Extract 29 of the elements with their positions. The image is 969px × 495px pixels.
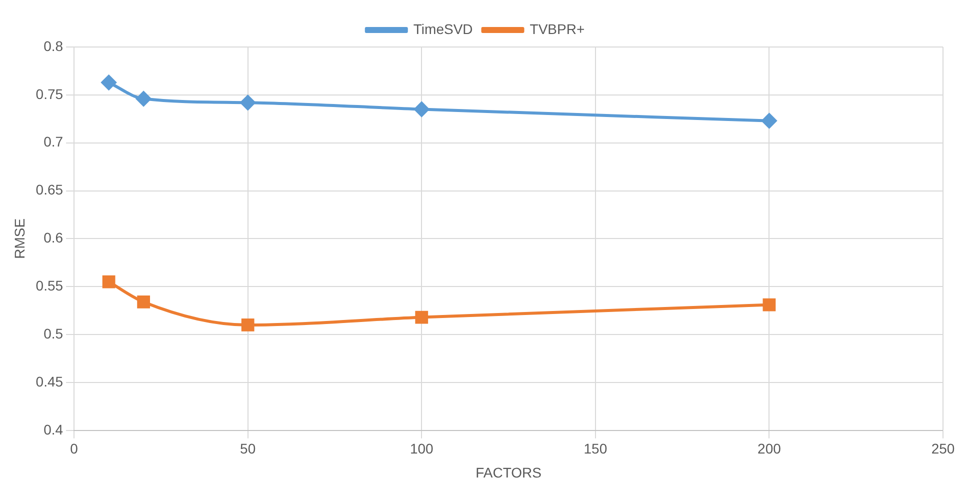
point (137, 296, 150, 308)
y-tick-label: 0.45 (36, 373, 64, 390)
point (101, 74, 116, 90)
y-tick-label: 0.65 (36, 182, 64, 198)
legend-label: TimeSVD (413, 20, 473, 37)
y-tick-label: 0.8 (44, 38, 64, 54)
legend-label: TVBPR+ (530, 20, 585, 37)
point (241, 318, 254, 332)
x-axis-title: FACTORS (476, 464, 542, 480)
y-axis-title: RMSE (11, 218, 28, 259)
x-tick-label: 50 (240, 440, 256, 457)
x-tick-label: 100 (410, 440, 434, 457)
point (762, 113, 777, 128)
point (240, 95, 256, 110)
y-tick-label: 0.55 (36, 277, 64, 294)
x-tick-label: 250 (931, 440, 955, 457)
y-tick-label: 0.5 (44, 325, 64, 342)
x-tick-label: 200 (758, 440, 782, 457)
point (414, 102, 430, 117)
x-tick-label: 150 (584, 440, 608, 457)
y-tick-label: 0.75 (36, 86, 64, 102)
point (762, 298, 776, 312)
point (415, 310, 428, 324)
point (102, 275, 116, 288)
x-tick-label: 0 (70, 440, 78, 457)
y-tick-label: 0.7 (44, 134, 64, 150)
y-tick-label: 0.6 (44, 230, 64, 246)
point (136, 91, 152, 106)
y-tick-label: 0.4 (44, 421, 64, 438)
